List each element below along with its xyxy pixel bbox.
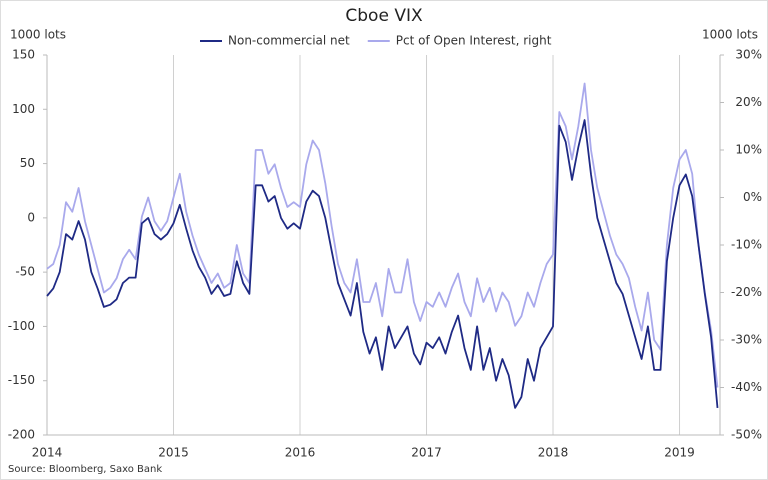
y-tick-label: -200 bbox=[8, 428, 35, 442]
chart-title: Cboe VIX bbox=[345, 6, 423, 26]
y-tick-label: 0 bbox=[27, 210, 35, 224]
x-tick-label: 2016 bbox=[285, 446, 316, 460]
y-tick-label: -150 bbox=[8, 373, 35, 387]
source: Source: Bloomberg, Saxo Bank bbox=[8, 464, 162, 475]
y2-tick-label: -30% bbox=[731, 333, 762, 347]
y2-tick-label: 10% bbox=[735, 143, 762, 157]
x-tick-label: 2019 bbox=[664, 446, 695, 460]
y2-tick-label: 30% bbox=[735, 48, 762, 62]
y-axis-label: 1000 lots bbox=[10, 28, 66, 42]
y-tick-label: 150 bbox=[12, 48, 35, 62]
y2-tick-label: -20% bbox=[731, 285, 762, 299]
y-tick-label: 100 bbox=[12, 102, 35, 116]
y-tick-label: 50 bbox=[20, 156, 35, 170]
x-tick-label: 2015 bbox=[158, 446, 189, 460]
x-tick-label: 2017 bbox=[411, 446, 442, 460]
y2-tick-label: 20% bbox=[735, 95, 762, 109]
series-line bbox=[46, 119, 719, 409]
y2-tick-label: -10% bbox=[731, 238, 762, 252]
y2-tick-label: -40% bbox=[731, 380, 762, 394]
y2-tick-label: -50% bbox=[731, 428, 762, 442]
y-tick-label: -50 bbox=[15, 265, 35, 279]
x-tick-label: 2014 bbox=[32, 446, 63, 460]
legend-label: Non-commercial net bbox=[228, 34, 350, 48]
series-line bbox=[46, 82, 719, 388]
x-tick-label: 2018 bbox=[538, 446, 569, 460]
y2-axis-label: 1000 lots bbox=[702, 28, 758, 42]
y-tick-label: -100 bbox=[8, 319, 35, 333]
y2-tick-label: 0% bbox=[743, 190, 762, 204]
legend-label: Pct of Open Interest, right bbox=[396, 34, 552, 48]
